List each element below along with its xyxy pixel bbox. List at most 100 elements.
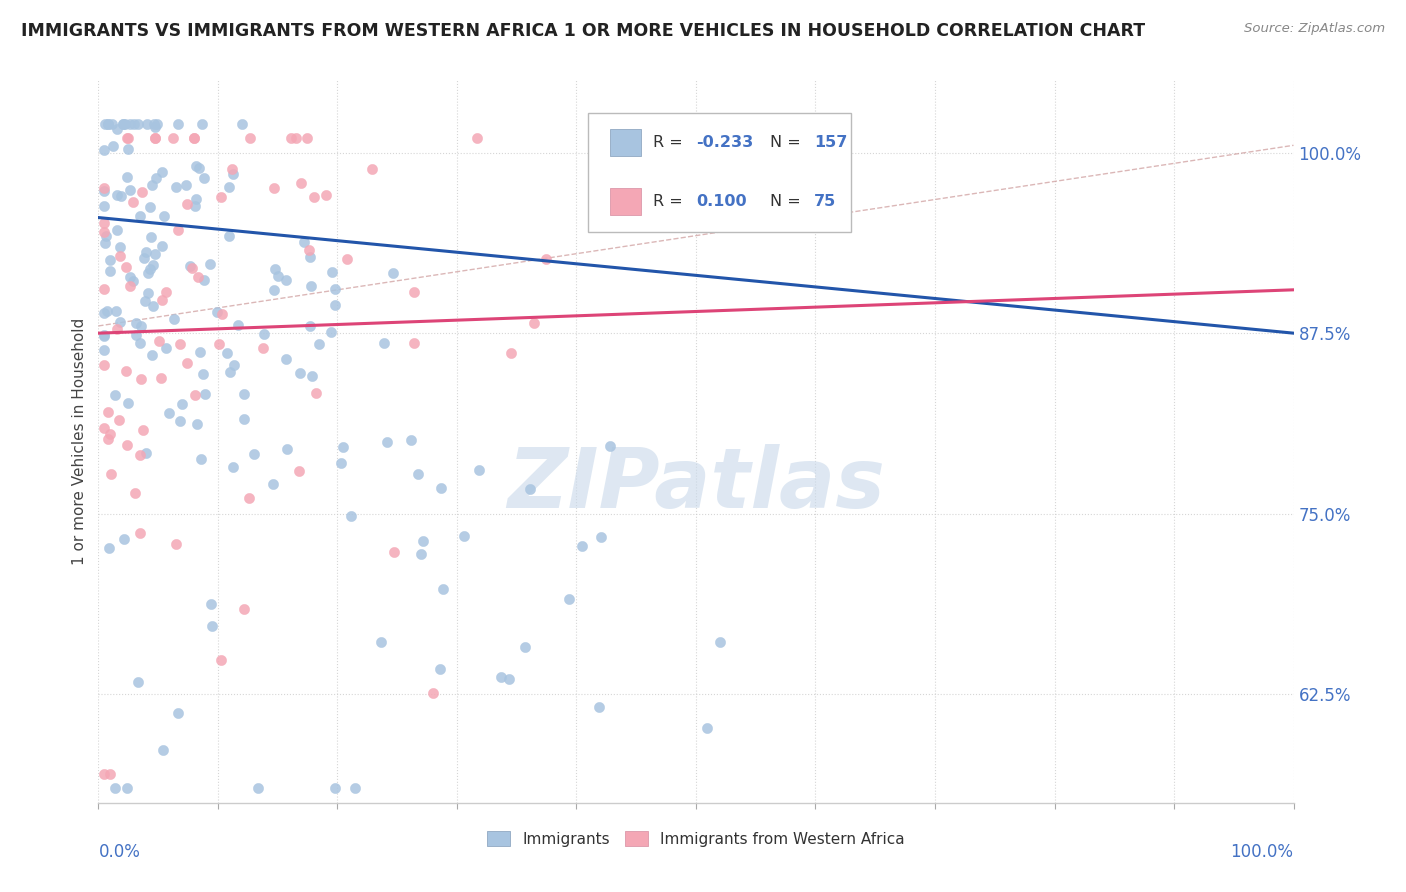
Point — [519, 483, 541, 497]
Point — [465, 131, 488, 145]
Point — [125, 328, 148, 343]
Point — [131, 319, 153, 334]
Point — [253, 326, 276, 341]
Point — [115, 169, 138, 184]
Point — [127, 674, 149, 689]
Point — [321, 265, 343, 279]
Point — [209, 190, 232, 204]
Point — [105, 122, 128, 136]
Point — [295, 131, 318, 145]
Point — [233, 601, 256, 615]
Point — [187, 161, 209, 176]
Point — [499, 345, 522, 359]
Point — [304, 385, 326, 400]
Point — [93, 306, 115, 320]
Point — [111, 117, 134, 131]
Point — [276, 442, 298, 456]
Point — [129, 372, 152, 386]
Point — [430, 481, 453, 495]
Point — [323, 298, 346, 312]
Point — [150, 165, 173, 179]
Point — [93, 184, 115, 198]
Text: Source: ZipAtlas.com: Source: ZipAtlas.com — [1244, 22, 1385, 36]
Point — [411, 547, 433, 561]
Point — [302, 190, 325, 204]
Point — [115, 260, 138, 274]
Point — [200, 597, 222, 611]
Point — [709, 635, 731, 649]
Point — [589, 530, 612, 544]
Point — [183, 131, 205, 145]
Point — [115, 438, 138, 452]
Point — [93, 358, 115, 372]
Point — [429, 662, 451, 676]
Point — [112, 532, 135, 546]
Point — [100, 467, 122, 481]
Point — [93, 421, 115, 435]
Point — [96, 304, 118, 318]
FancyBboxPatch shape — [610, 188, 641, 215]
Text: N =: N = — [770, 194, 806, 209]
Point — [298, 244, 321, 258]
Point — [599, 439, 621, 453]
Point — [120, 269, 142, 284]
Point — [233, 387, 256, 401]
Point — [120, 278, 142, 293]
Point — [141, 348, 163, 362]
Point — [198, 257, 221, 271]
Point — [408, 467, 430, 481]
Point — [280, 131, 302, 145]
Point — [308, 336, 330, 351]
Point — [93, 343, 115, 358]
Point — [222, 168, 245, 182]
Point — [292, 235, 315, 249]
Text: 100.0%: 100.0% — [1230, 843, 1294, 861]
Point — [155, 285, 177, 299]
Point — [105, 223, 128, 237]
Point — [263, 283, 285, 297]
Point — [100, 117, 122, 131]
Point — [208, 337, 231, 351]
FancyBboxPatch shape — [589, 112, 852, 232]
Point — [169, 337, 191, 351]
Text: 0.0%: 0.0% — [98, 843, 141, 861]
Point — [136, 285, 159, 300]
Point — [152, 743, 174, 757]
Point — [148, 334, 170, 348]
Point — [186, 159, 208, 173]
Point — [131, 186, 153, 200]
Point — [143, 120, 166, 134]
Point — [105, 322, 128, 336]
Point — [536, 252, 558, 266]
Point — [155, 341, 177, 355]
Point — [150, 239, 173, 253]
Point — [262, 476, 284, 491]
Legend: Immigrants, Immigrants from Western Africa: Immigrants, Immigrants from Western Afri… — [481, 825, 911, 853]
Point — [489, 670, 512, 684]
Text: N =: N = — [770, 135, 806, 150]
Point — [183, 131, 205, 145]
Point — [412, 534, 434, 549]
Point — [180, 261, 202, 276]
Point — [523, 316, 546, 330]
Point — [93, 328, 115, 343]
Point — [211, 307, 233, 321]
Point — [696, 721, 718, 735]
Point — [218, 180, 240, 194]
Point — [93, 181, 115, 195]
Point — [170, 397, 193, 411]
Point — [135, 445, 157, 459]
Point — [105, 304, 128, 318]
Text: IMMIGRANTS VS IMMIGRANTS FROM WESTERN AFRICA 1 OR MORE VEHICLES IN HOUSEHOLD COR: IMMIGRANTS VS IMMIGRANTS FROM WESTERN AF… — [21, 22, 1146, 40]
Point — [108, 413, 131, 427]
Point — [93, 225, 115, 239]
Point — [332, 441, 354, 455]
Point — [323, 781, 346, 796]
Point — [124, 317, 146, 331]
Point — [93, 282, 115, 296]
Point — [221, 162, 243, 177]
Point — [274, 273, 297, 287]
Point — [336, 252, 359, 266]
Point — [143, 131, 166, 145]
Point — [588, 699, 610, 714]
